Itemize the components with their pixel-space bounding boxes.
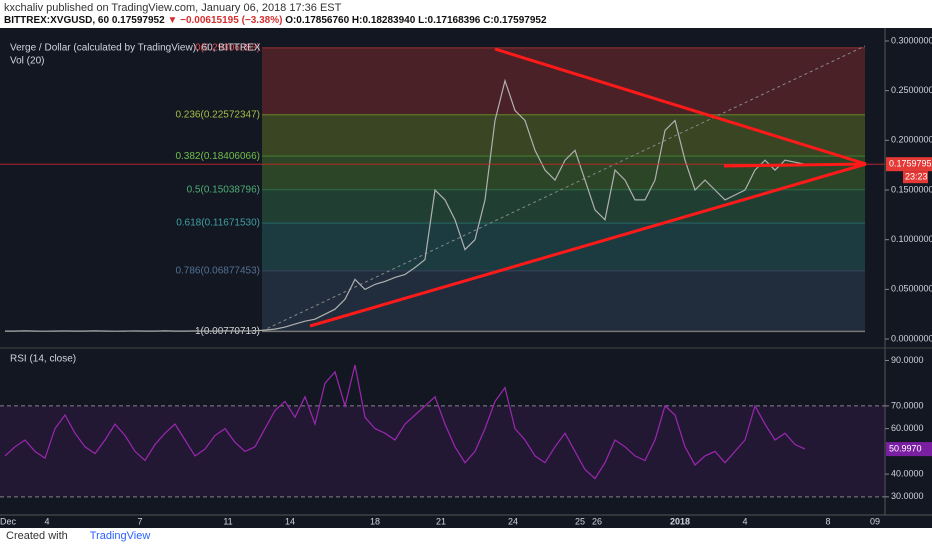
created: Created with — [6, 530, 68, 542]
y-tick-label: 60.0000 — [891, 423, 924, 433]
lower-trendline — [309, 162, 867, 328]
fib-zone — [262, 189, 865, 224]
x-tick-label: 4 — [44, 516, 49, 526]
x-tick-label: Dec — [0, 516, 16, 526]
y-tick-label: 40.0000 — [891, 468, 924, 478]
fib-label: 0.618(0.11671530) — [176, 218, 260, 229]
countdown-badge — [903, 171, 928, 184]
fib-label: 0.236(0.22572347) — [175, 109, 260, 120]
x-tick-label: 24 — [508, 516, 518, 526]
x-tick-label: 21 — [436, 516, 446, 526]
y-tick-label: 70.0000 — [891, 400, 924, 410]
series-line — [4, 364, 806, 480]
x-tick-label: 2018 — [670, 516, 690, 526]
fib-zone — [262, 156, 865, 190]
symbol-line: BITTREX:XVGUSD, 60 0.17597952 ▼ −0.00615… — [4, 15, 547, 26]
fib-zones: 0(0.29306883) 0.236(0.22572347) 0.382(0.18… — [175, 42, 865, 337]
last-badge — [886, 442, 932, 457]
symbol: BITTREX:XVGUSD, 60 — [4, 15, 110, 26]
fib-label: 0.786(0.06877453) — [175, 265, 260, 276]
brand: TradingView — [89, 530, 151, 542]
last-label: 0.17597952 — [889, 159, 932, 169]
rsi-title: RSI (14, close) — [10, 354, 76, 365]
fib-zone — [262, 114, 865, 157]
fib-zone — [262, 47, 865, 115]
series-layer — [0, 78, 885, 498]
x-tick-label: 11 — [223, 516, 232, 526]
x-tick-label: 25 — [575, 516, 585, 526]
footer: Created with TradingView — [6, 530, 150, 542]
upper-trendline — [494, 47, 867, 166]
x-tick-label: 14 — [285, 516, 295, 526]
x-tick-label: 7 — [137, 516, 142, 526]
ohlc: O:0.17856760 H:0.18283940 L:0.17168396 C… — [285, 15, 547, 26]
triangle — [309, 47, 867, 328]
countdown: 23:23 — [905, 172, 928, 182]
fib-label: 0.382(0.18406066) — [175, 151, 260, 162]
x-tick-label: 18 — [370, 516, 380, 526]
change: ▼ −0.00615195 (−3.38%) — [167, 15, 283, 26]
rsi-band-fill — [0, 405, 885, 497]
x-tick-label: 09 — [870, 516, 880, 526]
published-line: kxchaliv published on TradingView.com, J… — [4, 2, 342, 14]
last-badge — [886, 157, 932, 172]
mid-line — [723, 162, 867, 168]
volume-title: Vol (20) — [10, 56, 44, 67]
y-tick-label: 90.0000 — [891, 355, 924, 365]
fib-zone — [262, 223, 865, 271]
last: 0.17597952 — [111, 15, 165, 26]
y-tick-label: 30.0000 — [891, 491, 924, 501]
fib-label: 0.5(0.15038796) — [187, 184, 260, 195]
x-tick-label: 8 — [825, 516, 830, 526]
x-tick-label: 4 — [742, 516, 747, 526]
chart: 0(0.29306883) 0.236(0.22572347) 0.382(0.18… — [0, 28, 932, 528]
series-line — [5, 78, 806, 332]
fib-zone — [262, 270, 865, 332]
last-label: 50.9970 — [889, 443, 922, 453]
pane-title: Verge / Dollar (calculated by TradingVie… — [10, 43, 261, 54]
fib-label: 0(0.29306883) — [195, 42, 260, 53]
x-tick-label: 26 — [592, 516, 602, 526]
